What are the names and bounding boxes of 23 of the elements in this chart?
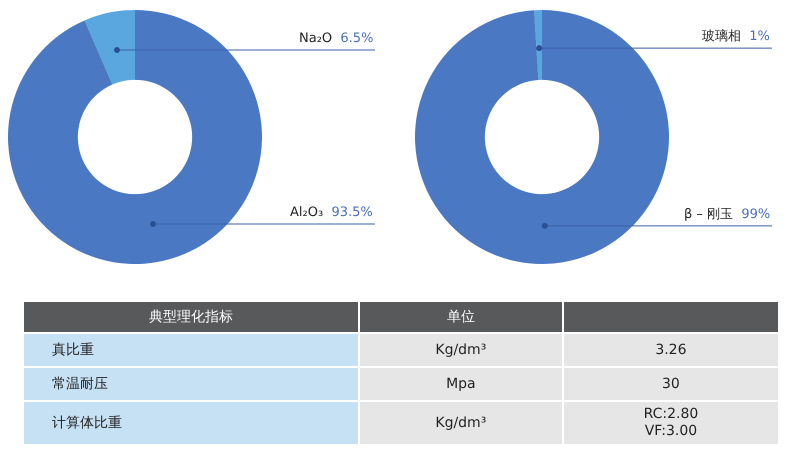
slice-label: Na₂O	[299, 31, 332, 46]
text: 计算体比重	[52, 414, 122, 430]
donut-slice	[8, 10, 262, 264]
text: 常温耐压	[52, 376, 108, 392]
slice-label: 玻璃相	[702, 29, 741, 44]
text: Kg/dm³	[435, 414, 486, 430]
text: RC:2.80 VF:3.00	[644, 406, 698, 439]
donut-slice	[534, 10, 542, 80]
donut-slice	[84, 10, 135, 85]
data-label: 1%	[749, 29, 770, 44]
slice-label: Al₂O₃	[290, 205, 324, 220]
slice-label: β – 刚玉	[684, 207, 734, 222]
text: Mpa	[446, 376, 476, 392]
data-label: 99%	[741, 207, 770, 222]
text: 30	[662, 376, 680, 392]
data-label: 93.5%	[331, 205, 373, 220]
text: Kg/dm³	[435, 342, 486, 358]
donut-slice	[415, 10, 669, 264]
text: 3.26	[655, 342, 686, 358]
data-label: 6.5%	[340, 31, 374, 46]
category-label: 典型理化指标	[24, 302, 358, 332]
category-label: 单位	[360, 302, 562, 332]
text: 真比重	[52, 342, 94, 358]
